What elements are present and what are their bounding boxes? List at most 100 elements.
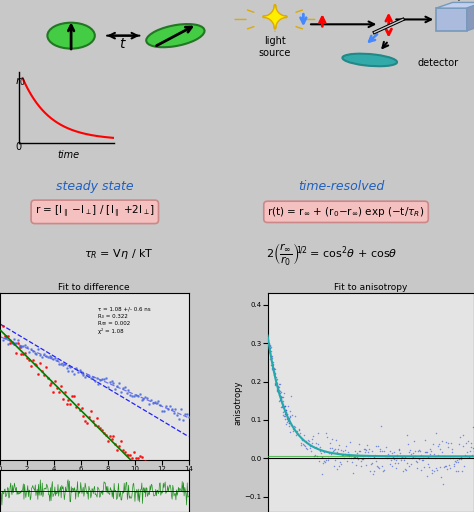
Point	[282, 419, 290, 428]
Point	[298, 436, 306, 444]
Point	[388, 462, 396, 470]
Point	[285, 419, 292, 427]
Point	[417, 452, 424, 460]
Point	[267, 353, 275, 361]
Point	[373, 442, 380, 451]
Point	[266, 355, 274, 363]
Point	[401, 465, 409, 474]
Point	[452, 458, 460, 466]
Point	[310, 443, 318, 451]
Point	[445, 443, 452, 452]
Point	[352, 461, 360, 469]
Point	[408, 460, 415, 468]
Point	[410, 437, 418, 445]
Title: Fit to difference: Fit to difference	[58, 284, 130, 292]
Point	[270, 358, 277, 366]
Point	[455, 455, 463, 463]
Point	[350, 453, 358, 461]
Point	[422, 449, 429, 457]
Point	[371, 467, 378, 476]
Point	[349, 469, 356, 477]
Point	[411, 447, 419, 455]
Point	[323, 433, 331, 441]
Point	[403, 459, 410, 467]
Point	[391, 455, 398, 463]
Point	[268, 352, 275, 360]
Point	[345, 450, 353, 458]
Point	[386, 460, 393, 468]
Point	[383, 454, 391, 462]
Text: steady state: steady state	[56, 180, 134, 193]
Point	[327, 450, 335, 458]
Point	[266, 349, 274, 357]
Ellipse shape	[342, 54, 397, 66]
Point	[276, 396, 284, 404]
Point	[468, 451, 474, 459]
Point	[424, 460, 432, 468]
Point	[275, 383, 283, 391]
Point	[402, 466, 410, 474]
Point	[392, 464, 399, 472]
Point	[440, 452, 447, 460]
Point	[398, 453, 406, 461]
Point	[309, 432, 317, 440]
Point	[274, 386, 282, 394]
Point	[428, 469, 436, 477]
Ellipse shape	[146, 24, 205, 47]
Point	[391, 459, 399, 467]
Point	[382, 452, 390, 460]
Point	[347, 454, 355, 462]
Point	[307, 444, 314, 452]
Point	[337, 458, 344, 466]
Point	[279, 397, 286, 406]
Point	[370, 453, 377, 461]
Point	[379, 467, 387, 476]
Point	[364, 441, 371, 449]
Point	[357, 457, 365, 465]
Point	[287, 421, 294, 429]
Point	[438, 449, 446, 457]
Point	[310, 452, 318, 460]
Point	[317, 447, 324, 456]
Point	[342, 442, 350, 451]
Point	[414, 447, 422, 455]
Point	[266, 340, 274, 349]
Point	[356, 446, 364, 455]
Point	[433, 464, 440, 473]
Point	[307, 447, 315, 455]
Point	[283, 410, 291, 418]
Point	[322, 429, 329, 437]
Point	[280, 407, 287, 415]
Point	[299, 435, 306, 443]
Point	[270, 368, 278, 376]
Point	[281, 402, 289, 410]
Point	[264, 345, 272, 353]
Point	[426, 445, 434, 453]
Point	[405, 448, 412, 456]
Point	[381, 466, 388, 474]
Point	[383, 443, 390, 451]
Point	[284, 417, 292, 425]
Point	[440, 463, 448, 471]
Point	[429, 440, 437, 449]
Point	[297, 440, 304, 449]
Point	[467, 439, 474, 447]
Point	[311, 451, 319, 459]
Point	[286, 412, 293, 420]
Point	[272, 378, 280, 387]
Point	[308, 439, 316, 447]
Point	[305, 439, 312, 447]
Point	[448, 445, 456, 454]
Point	[290, 424, 297, 433]
Point	[458, 454, 465, 462]
Point	[274, 381, 282, 390]
Point	[470, 447, 474, 455]
Point	[267, 343, 274, 351]
Point	[361, 447, 369, 456]
Point	[378, 461, 385, 470]
Point	[282, 412, 289, 420]
Point	[336, 462, 343, 470]
Point	[281, 402, 289, 410]
Point	[277, 403, 285, 411]
Point	[279, 402, 287, 410]
